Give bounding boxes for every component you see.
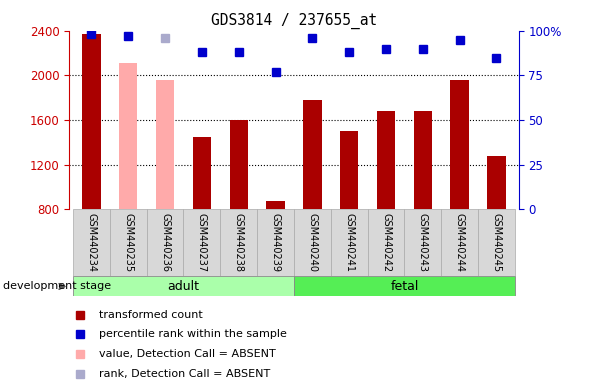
Bar — [82, 34, 101, 209]
Bar — [450, 80, 469, 209]
Text: GSM440234: GSM440234 — [86, 213, 96, 271]
Text: GSM440235: GSM440235 — [123, 213, 133, 272]
Title: GDS3814 / 237655_at: GDS3814 / 237655_at — [211, 13, 377, 29]
Text: GSM440240: GSM440240 — [308, 213, 317, 271]
Text: GSM440245: GSM440245 — [491, 213, 502, 272]
Bar — [257, 209, 294, 276]
Text: GSM440244: GSM440244 — [455, 213, 465, 271]
Bar — [294, 276, 515, 296]
Bar — [119, 63, 137, 209]
Text: transformed count: transformed count — [98, 310, 202, 320]
Text: percentile rank within the sample: percentile rank within the sample — [98, 329, 286, 339]
Text: GSM440242: GSM440242 — [381, 213, 391, 272]
Bar — [73, 209, 110, 276]
Bar — [414, 111, 432, 209]
Bar — [147, 209, 183, 276]
Bar — [368, 209, 405, 276]
Text: development stage: development stage — [3, 281, 111, 291]
Text: GSM440238: GSM440238 — [234, 213, 244, 271]
Text: adult: adult — [168, 280, 200, 293]
Text: GSM440236: GSM440236 — [160, 213, 170, 271]
Bar — [156, 80, 174, 209]
Text: GSM440237: GSM440237 — [197, 213, 207, 272]
Bar — [230, 120, 248, 209]
Bar — [73, 276, 294, 296]
Bar — [303, 100, 321, 209]
Bar — [405, 209, 441, 276]
Bar — [110, 209, 147, 276]
Text: rank, Detection Call = ABSENT: rank, Detection Call = ABSENT — [98, 369, 270, 379]
Text: value, Detection Call = ABSENT: value, Detection Call = ABSENT — [98, 349, 276, 359]
Bar — [377, 111, 395, 209]
Bar — [183, 209, 220, 276]
Bar — [267, 202, 285, 209]
Text: GSM440243: GSM440243 — [418, 213, 428, 271]
Text: fetal: fetal — [390, 280, 418, 293]
Bar — [478, 209, 515, 276]
Text: GSM440239: GSM440239 — [271, 213, 280, 271]
Bar — [331, 209, 368, 276]
Bar — [441, 209, 478, 276]
Bar — [294, 209, 331, 276]
Bar — [487, 156, 506, 209]
Bar — [340, 131, 358, 209]
Bar — [220, 209, 257, 276]
Bar — [193, 137, 211, 209]
Text: GSM440241: GSM440241 — [344, 213, 354, 271]
